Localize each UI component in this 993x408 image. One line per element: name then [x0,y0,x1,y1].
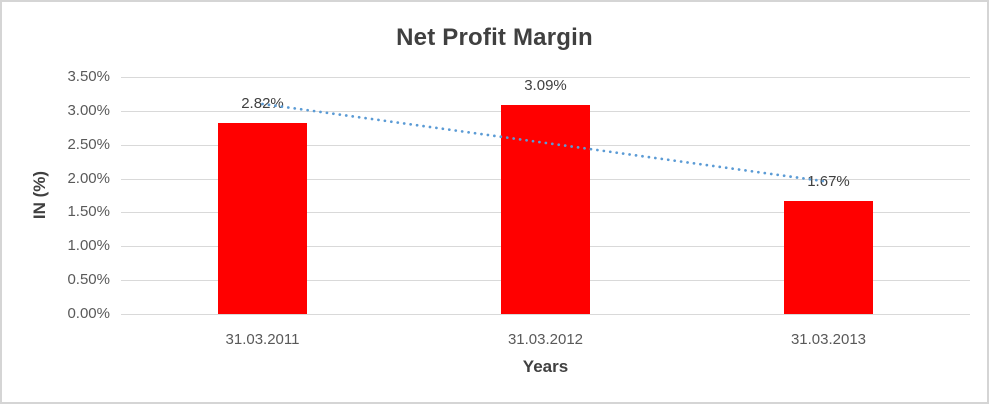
bar-data-label: 3.09% [524,76,567,94]
y-tick-label: 1.50% [67,203,110,221]
y-tick-label: 3.00% [67,101,110,119]
y-tick-label: 0.50% [67,271,110,289]
y-tick-label: 2.00% [67,169,110,187]
x-tick-label: 31.03.2013 [790,331,867,348]
trendline [261,102,830,184]
y-tick-label: 0.00% [67,305,110,322]
bar [784,200,873,314]
bar-data-label: 1.67% [807,172,850,190]
plot-area: 2.82% 3.09% 1.67% [121,76,970,315]
x-tick-label: 31.03.2012 [507,331,584,348]
y-tick-label: 1.00% [67,237,110,255]
x-tick-label: 31.03.2011 [225,331,300,348]
gridline [121,314,970,315]
bar [501,104,590,314]
bar [218,123,307,314]
x-axis-title: Years [522,357,569,376]
y-tick-label: 2.50% [67,135,110,153]
gridline [121,77,970,78]
chart-title: Net Profit Margin [396,24,593,51]
y-tick-label: 3.50% [67,68,110,85]
